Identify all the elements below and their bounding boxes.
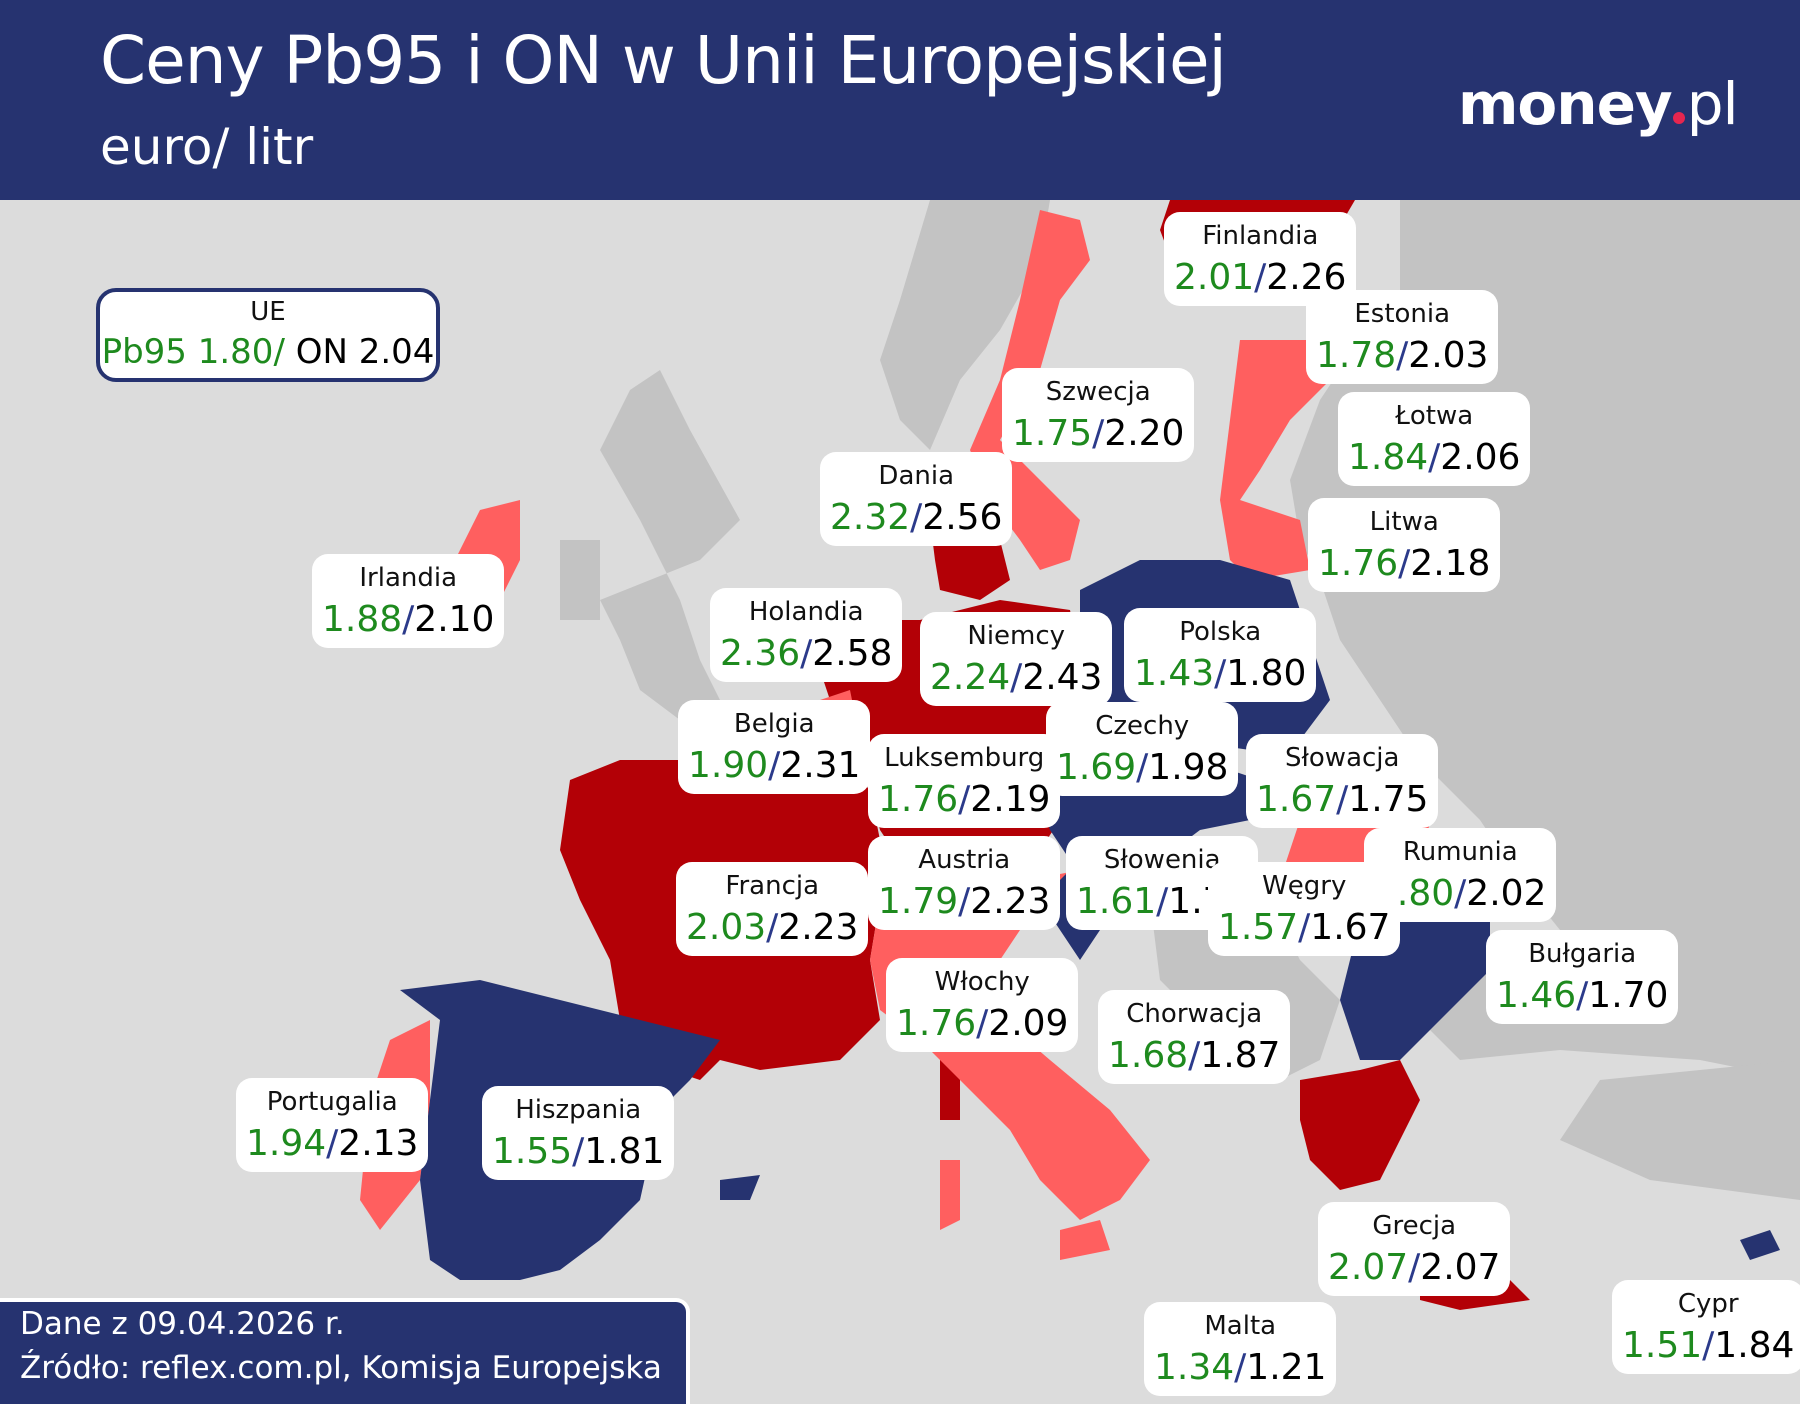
eu-average-box: UE Pb95 1.80/ ON 2.04 <box>96 288 440 382</box>
header-banner: Ceny Pb95 i ON w Unii Europejskiej euro/… <box>0 0 1800 200</box>
page-subtitle: euro/ litr <box>100 118 314 176</box>
money-pl-logo: money pl <box>1458 70 1739 138</box>
country-label-luksemburg: Luksemburg 1.76/2.19 <box>868 734 1061 828</box>
country-label-lotwa: Łotwa 1.84/2.06 <box>1338 392 1531 486</box>
data-date: Dane z 09.04.2026 r. <box>20 1306 345 1342</box>
source-footer: Dane z 09.04.2026 r. Źródło: reflex.com.… <box>0 1298 690 1404</box>
country-label-litwa: Litwa 1.76/2.18 <box>1308 498 1501 592</box>
country-label-francja: Francja 2.03/2.23 <box>676 862 869 956</box>
country-label-austria: Austria 1.79/2.23 <box>868 836 1061 930</box>
country-label-malta: Malta 1.34/1.21 <box>1144 1302 1337 1396</box>
country-label-wegry: Węgry 1.57/1.67 <box>1208 862 1401 956</box>
country-label-bulgaria: Bułgaria 1.46/1.70 <box>1486 930 1679 1024</box>
country-label-grecja: Grecja 2.07/2.07 <box>1318 1202 1511 1296</box>
data-source: Źródło: reflex.com.pl, Komisja Europejsk… <box>20 1350 662 1386</box>
country-label-niemcy: Niemcy 2.24/2.43 <box>920 612 1113 706</box>
country-label-holandia: Holandia 2.36/2.58 <box>710 588 903 682</box>
country-label-chorwacja: Chorwacja 1.68/1.87 <box>1098 990 1291 1084</box>
country-label-estonia: Estonia 1.78/2.03 <box>1306 290 1499 384</box>
country-label-belgia: Belgia 1.90/2.31 <box>678 700 871 794</box>
country-label-polska: Polska 1.43/1.80 <box>1124 608 1317 702</box>
country-label-cypr: Cypr 1.51/1.84 <box>1612 1280 1800 1374</box>
country-label-irlandia: Irlandia 1.88/2.10 <box>312 554 505 648</box>
country-label-szwecja: Szwecja 1.75/2.20 <box>1002 368 1195 462</box>
logo-dot-icon <box>1672 112 1685 124</box>
eu-on-value: ON 2.04 <box>284 332 435 372</box>
country-label-wlochy: Włochy 1.76/2.09 <box>886 958 1079 1052</box>
eu-average-label: UE <box>250 297 286 327</box>
country-label-dania: Dania 2.32/2.56 <box>820 452 1013 546</box>
country-label-finlandia: Finlandia 2.01/2.26 <box>1164 212 1357 306</box>
country-label-slowacja: Słowacja 1.67/1.75 <box>1246 734 1439 828</box>
country-label-portugalia: Portugalia 1.94/2.13 <box>236 1078 429 1172</box>
country-label-czechy: Czechy 1.69/1.98 <box>1046 702 1239 796</box>
page-title: Ceny Pb95 i ON w Unii Europejskiej <box>100 22 1227 99</box>
country-label-hiszpania: Hiszpania 1.55/1.81 <box>482 1086 675 1180</box>
eu-pb95-value: Pb95 1.80/ <box>101 332 285 372</box>
